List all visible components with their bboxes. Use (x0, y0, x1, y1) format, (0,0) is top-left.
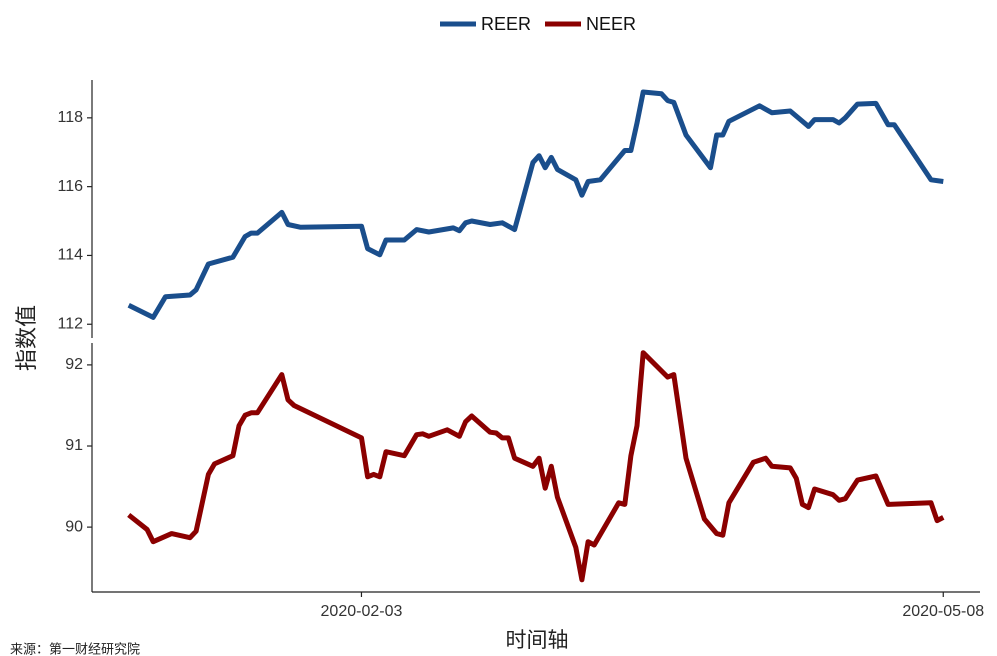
y-tick-label: 116 (57, 178, 83, 195)
y-tick-label: 112 (57, 315, 83, 332)
source: 来源：第一财经研究院 (10, 643, 140, 656)
data-line (127, 350, 945, 583)
legend-label: NEER (586, 14, 636, 34)
y-tick-label: 118 (57, 109, 83, 126)
y-tick-label: 91 (65, 437, 83, 454)
legend-label: REER (481, 14, 531, 34)
x-axis-label: 时间轴 (506, 628, 569, 652)
x-tick-label: 2020-02-03 (321, 603, 403, 620)
y-tick-label: 92 (65, 356, 83, 373)
data-line (127, 89, 944, 320)
y-tick-label: 114 (57, 247, 83, 264)
y-axis-label: 指数值 (15, 305, 40, 371)
x-tick-label: 2020-05-08 (902, 603, 984, 620)
y-tick-label: 90 (65, 518, 83, 535)
